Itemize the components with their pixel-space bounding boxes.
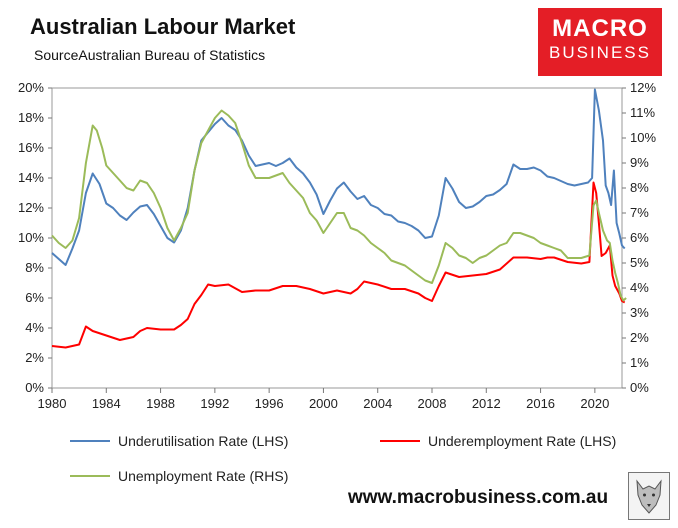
- x-tick-label: 2004: [363, 396, 392, 411]
- y-right-tick-label: 0%: [630, 380, 649, 395]
- y-right-tick-label: 5%: [630, 255, 649, 270]
- y-left-tick-label: 10%: [18, 230, 44, 245]
- underutilisation-rate-line: [51, 88, 626, 266]
- x-tick-label: 1988: [146, 396, 175, 411]
- chart-source: SourceAustralian Bureau of Statistics: [34, 47, 266, 63]
- x-tick-label: 2020: [580, 396, 609, 411]
- legend-label-unemployment: Unemployment Rate (RHS): [118, 468, 289, 484]
- macrobusiness-logo[interactable]: MACRO BUSINESS: [538, 8, 662, 76]
- y-right-tick-label: 2%: [630, 330, 649, 345]
- plot-area-frame: [51, 87, 623, 389]
- y-right-tick-label: 10%: [630, 130, 656, 145]
- y-right-tick-label: 8%: [630, 180, 649, 195]
- unemployment-rate-line: [51, 109, 627, 302]
- y-left-tick-label: 8%: [25, 260, 44, 275]
- x-tick-label: 1996: [255, 396, 284, 411]
- y-left-tick-label: 12%: [18, 200, 44, 215]
- y-left-tick-label: 4%: [25, 320, 44, 335]
- legend-underemployment: Underemployment Rate (LHS): [380, 433, 616, 449]
- x-tick-label: 2008: [418, 396, 447, 411]
- y-right-tick-label: 9%: [630, 155, 649, 170]
- legend-swatch-underutilisation: [70, 440, 110, 442]
- y-left-tick-label: 2%: [25, 350, 44, 365]
- y-left-tick-label: 20%: [18, 80, 44, 95]
- labour-market-chart: 1980 1984 1988 1992 1996 2000 2004 2008 2012 2016…: [18, 80, 656, 411]
- y-right-tick-label: 12%: [630, 80, 656, 95]
- legend-label-underemployment: Underemployment Rate (LHS): [428, 433, 617, 449]
- chart-title: Australian Labour Market: [30, 14, 296, 39]
- x-tick-label: 2012: [472, 396, 501, 411]
- logo-line-1: MACRO: [552, 15, 648, 42]
- y-right-tick-label: 3%: [630, 305, 649, 320]
- x-tick-label: 2000: [309, 396, 338, 411]
- legend-swatch-underemployment: [380, 440, 420, 442]
- y-left-tick-label: 14%: [18, 170, 44, 185]
- legend-swatch-unemployment: [70, 475, 110, 477]
- x-tick-label: 1992: [200, 396, 229, 411]
- underemployment-rate-line: [51, 181, 626, 349]
- y-left-tick-label: 0%: [25, 380, 44, 395]
- y-left-tick-label: 6%: [25, 290, 44, 305]
- website-url[interactable]: www.macrobusiness.com.au: [348, 487, 609, 508]
- legend-label-underutilisation: Underutilisation Rate (LHS): [118, 433, 289, 449]
- y-left-tick-label: 16%: [18, 140, 44, 155]
- legend-unemployment: Unemployment Rate (RHS): [70, 468, 288, 484]
- y-right-tick-label: 4%: [630, 280, 649, 295]
- y-right-tick-label: 11%: [630, 105, 655, 120]
- x-tick-label: 2016: [526, 396, 555, 411]
- legend-underutilisation: Underutilisation Rate (LHS): [70, 433, 288, 449]
- y-right-tick-label: 1%: [630, 355, 649, 370]
- x-tick-label: 1984: [92, 396, 121, 411]
- x-tick-label: 1980: [38, 396, 67, 411]
- y-right-tick-label: 6%: [630, 230, 649, 245]
- wolf-logo-icon: [628, 472, 670, 520]
- logo-line-2: BUSINESS: [549, 43, 651, 62]
- y-right-tick-label: 7%: [630, 205, 649, 220]
- y-left-tick-label: 18%: [18, 110, 44, 125]
